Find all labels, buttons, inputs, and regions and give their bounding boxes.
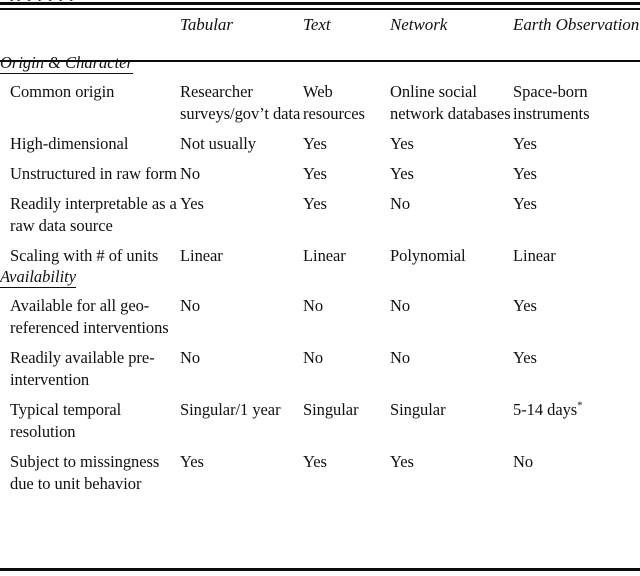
cell-earth: Yes (513, 296, 537, 315)
row-label: Readily interpretable as a raw data sour… (10, 194, 177, 235)
column-header-earth-observation: Earth Observation (513, 15, 640, 34)
cell-network: Online social network databases (390, 82, 511, 123)
cell-network: No (390, 348, 411, 367)
table-header: Tabular Text Network Earth Observation (0, 0, 640, 53)
table-row: Common origin Researcher surveys/gov’t d… (0, 73, 640, 125)
cell-text: Linear (303, 246, 346, 265)
cell-network: Singular (390, 400, 446, 419)
row-label: Readily available pre-intervention (10, 348, 155, 389)
cell-earth: Linear (513, 246, 556, 265)
cell-earth: Yes (513, 164, 537, 183)
table-row: Available for all geo-referenced interve… (0, 287, 640, 339)
cell-earth: Yes (513, 348, 537, 367)
cell-tabular: No (180, 348, 201, 367)
row-label: Common origin (10, 82, 115, 101)
cell-text: No (303, 348, 324, 367)
cell-tabular: Researcher surveys/gov’t data (180, 82, 301, 123)
header-row: Tabular Text Network Earth Observation (0, 0, 640, 35)
section-heading-availability-label: Availability (0, 267, 77, 288)
table-row: Typical temporal resolution Singular/1 y… (0, 391, 640, 443)
cell-tabular: No (180, 296, 201, 315)
cell-tabular: Singular/1 year (180, 400, 281, 419)
row-label: Available for all geo-referenced interve… (10, 296, 169, 337)
cell-tabular: No (180, 164, 201, 183)
cell-text: Yes (303, 452, 327, 471)
cell-earth: Yes (513, 134, 537, 153)
column-header-network: Network (390, 15, 448, 34)
table-body: Origin & Character Common origin Researc… (0, 53, 640, 495)
cell-network: No (390, 194, 411, 213)
header-spacer (0, 35, 640, 53)
table-top-rule-inner (0, 8, 640, 10)
cell-text: Web resources (303, 82, 365, 123)
table-top-rule-outer (0, 2, 640, 5)
cell-text: Yes (303, 164, 327, 183)
cell-earth: Yes (513, 194, 537, 213)
caption-partial-line: pp p p p p p (10, 0, 630, 2)
cell-text: Yes (303, 194, 327, 213)
cell-text: Yes (303, 134, 327, 153)
column-header-blank (0, 0, 180, 35)
cell-text: No (303, 296, 324, 315)
cell-network: Yes (390, 134, 414, 153)
cell-tabular: Linear (180, 246, 223, 265)
column-header-tabular: Tabular (180, 15, 233, 34)
table-header-rule (0, 60, 640, 62)
row-label: High-dimensional (10, 134, 129, 153)
footnote-marker: * (577, 399, 583, 412)
table-row: Subject to missingness due to unit behav… (0, 443, 640, 495)
table-row: Scaling with # of units Linear Linear Po… (0, 237, 640, 267)
row-label: Subject to missingness due to unit behav… (10, 452, 160, 493)
row-label: Typical temporal resolution (10, 400, 122, 441)
cell-earth-value: 5-14 days (513, 400, 578, 419)
section-heading-availability: Availability (0, 267, 640, 288)
cell-earth: 5-14 days* (513, 391, 640, 443)
cell-tabular: Yes (180, 194, 204, 213)
section-heading-origin: Origin & Character (0, 53, 640, 74)
row-label: Scaling with # of units (10, 246, 159, 265)
table-bottom-rule (0, 568, 640, 571)
table-row: Unstructured in raw form No Yes Yes Yes (0, 155, 640, 185)
cell-tabular: Yes (180, 452, 204, 471)
table-row: Readily interpretable as a raw data sour… (0, 185, 640, 237)
section-heading-row-origin: Origin & Character (0, 53, 640, 74)
cell-network: Polynomial (390, 246, 466, 265)
cell-tabular: Not usually (180, 134, 256, 153)
row-label: Unstructured in raw form (10, 164, 177, 183)
section-heading-row-availability: Availability (0, 267, 640, 288)
table-row: Readily available pre-intervention No No… (0, 339, 640, 391)
column-header-text: Text (303, 15, 331, 34)
section-heading-origin-label: Origin & Character (0, 53, 133, 74)
cell-network: Yes (390, 164, 414, 183)
comparison-table: Tabular Text Network Earth Observation O… (0, 0, 640, 495)
cell-network: Yes (390, 452, 414, 471)
cell-text: Singular (303, 400, 359, 419)
cell-earth: Space-born instruments (513, 82, 590, 123)
cell-network: No (390, 296, 411, 315)
table-row: High-dimensional Not usually Yes Yes Yes (0, 125, 640, 155)
cell-earth: No (513, 452, 534, 471)
